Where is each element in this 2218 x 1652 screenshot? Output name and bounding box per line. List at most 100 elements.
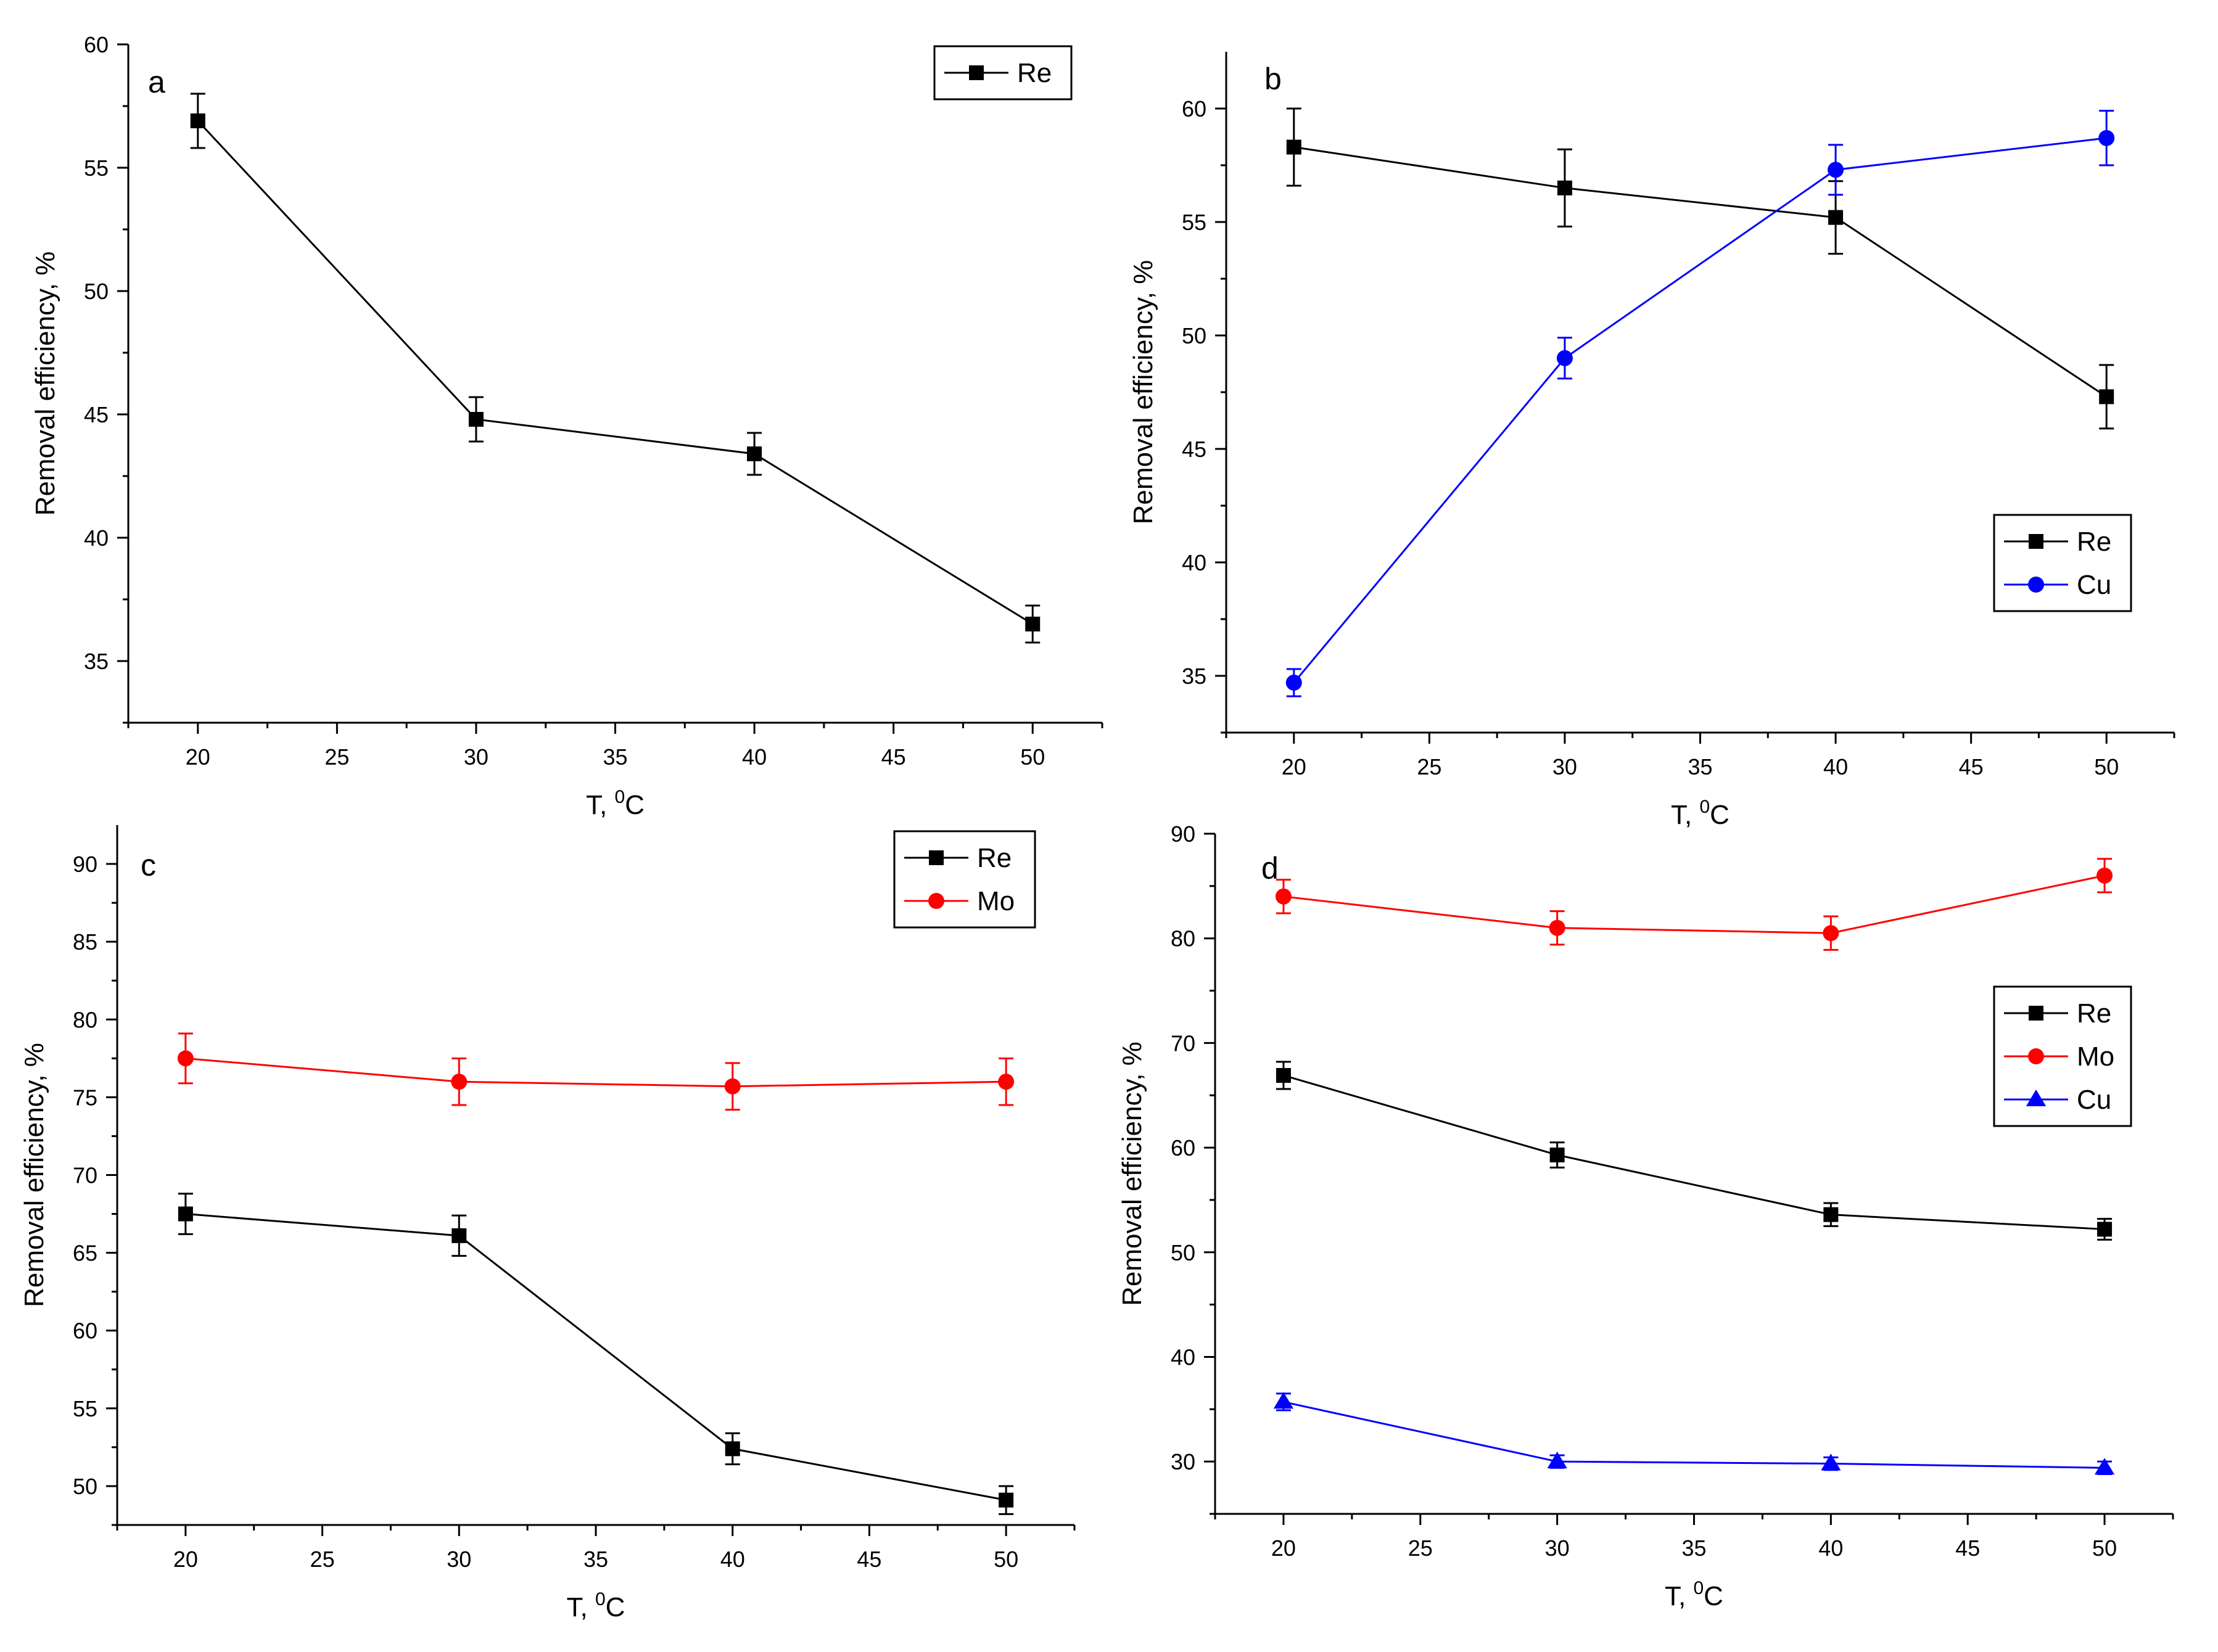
legend-label: Mo [977,886,1015,916]
legend-swatch-marker [928,893,944,909]
y-tick-label: 70 [73,1163,97,1188]
data-point [724,1078,741,1095]
data-point [1547,1452,1567,1469]
x-axis-title: T, 0C [1665,1578,1723,1611]
series-line [185,1057,1007,1088]
x-tick-label: 25 [1408,1535,1433,1561]
x-axis-title-text: T, [1665,1581,1693,1611]
x-axis-title-text: T, [1671,800,1699,830]
x-tick-label: 20 [1271,1535,1296,1561]
data-point [1828,162,1844,178]
data-point [998,1074,1015,1090]
y-axis-title: Removal efficiency, % [1117,1042,1147,1306]
x-axis-title-superscript: 0 [1699,797,1710,817]
x-tick-label: 35 [603,744,627,770]
legend-label: Re [2077,998,2111,1029]
y-tick-label: 80 [1171,926,1195,951]
data-point [190,113,205,128]
x-tick-label: 45 [857,1547,881,1572]
legend-swatch-marker [2029,534,2043,549]
x-tick-label: 50 [994,1547,1018,1572]
y-tick-label: 40 [84,525,109,551]
y-tick-label: 70 [1171,1030,1195,1056]
series-line [197,120,1033,625]
y-axis-title: Removal efficiency, % [19,1043,49,1307]
panel-b: 20 25 30 35 40 45 50 35 40 45 50 55 60 T, 0C Removal e… [1128,52,2175,830]
x-tick-label: 25 [324,744,349,770]
x-tick-label: 35 [583,1547,608,1572]
y-tick-label: 50 [84,279,109,304]
y-tick-label: 60 [84,32,109,57]
y-tick-label: 50 [1182,323,1206,348]
x-axis-title-superscript: 0 [614,787,625,807]
data-point [1276,1067,1291,1083]
x-tick-label: 45 [881,744,906,770]
series-re [1286,107,2114,430]
data-point [1273,1392,1294,1409]
data-point [1823,925,1839,942]
y-tick-label: 90 [1171,821,1195,847]
data-point [1285,675,1302,691]
y-tick-label: 65 [73,1241,97,1266]
x-tick-label: 25 [310,1547,335,1572]
legend-swatch-marker [969,65,984,80]
data-point [747,446,762,461]
data-point [1549,1147,1565,1162]
data-point [177,1050,194,1067]
legend-label: Cu [2077,1085,2111,1115]
x-tick-label: 40 [742,744,767,770]
legend-label: Cu [2077,570,2111,600]
y-tick-label: 35 [1182,664,1206,689]
x-tick-label: 40 [720,1547,745,1572]
data-point [1828,210,1844,225]
legend-label: Re [977,843,1012,873]
data-point [1556,350,1573,366]
x-tick-label: 40 [1823,754,1848,779]
panel-letter: b [1264,62,1282,96]
y-tick-label: 55 [84,155,109,181]
series-mo [1275,858,2113,951]
legend-swatch-marker [2029,1006,2043,1021]
data-point [1025,617,1041,631]
data-point [451,1074,468,1090]
x-tick-label: 45 [1959,754,1984,779]
x-axis-title-unit: C [625,790,645,820]
x-axis-title-text: T, [586,790,614,820]
series-cu [1273,1392,2115,1476]
legend-swatch-marker [929,850,944,865]
series-cu [1285,110,2115,697]
y-tick-label: 60 [1182,96,1206,121]
x-axis-title-unit: C [1710,800,1729,830]
data-point [1823,1207,1839,1222]
data-point [999,1492,1014,1508]
panel-c: 20 25 30 35 40 45 50 50 55 60 65 70 75 80 85 90 T, 0C Rem… [19,825,1076,1622]
y-tick-label: 35 [84,649,109,674]
legend-swatch-marker [2028,1048,2044,1064]
x-tick-label: 20 [173,1547,198,1572]
data-point [451,1228,467,1243]
y-tick-label: 40 [1171,1344,1195,1370]
y-tick-label: 45 [84,402,109,427]
data-point [1557,180,1572,195]
series-mo [177,1032,1015,1111]
legend-box [933,45,1073,101]
data-point [2096,867,2113,884]
x-axis-title-superscript: 0 [1693,1578,1704,1598]
series-re [190,92,1041,644]
legend-label: Mo [2077,1042,2114,1072]
data-point [1275,888,1292,905]
x-tick-label: 30 [464,744,489,770]
y-axis-title: Removal efficiency, % [30,252,60,516]
x-tick-label: 50 [1020,744,1045,770]
x-tick-label: 25 [1417,754,1441,779]
x-axis-title-superscript: 0 [595,1589,606,1609]
x-axis-title-unit: C [606,1592,625,1622]
x-tick-label: 50 [2094,754,2119,779]
y-tick-label: 75 [73,1085,97,1110]
data-point [1821,1453,1841,1471]
legend: Re [933,45,1073,101]
y-tick-label: 80 [73,1007,97,1032]
panel-d: 20 25 30 35 40 45 50 30 40 50 60 70 80 90 T, 0C Removal… [1117,821,2174,1611]
legend-label: Re [1017,58,1052,88]
